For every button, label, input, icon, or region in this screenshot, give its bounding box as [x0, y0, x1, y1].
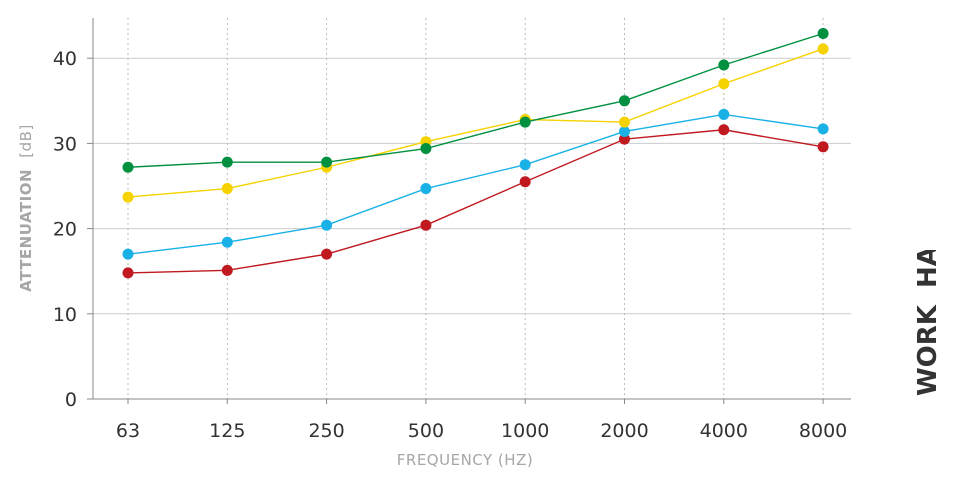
data-point	[619, 133, 630, 145]
data-point	[221, 183, 233, 195]
x-tick-label: 500	[408, 420, 444, 442]
data-point	[718, 108, 730, 120]
data-point	[619, 95, 630, 107]
x-tick-label: 8000	[799, 420, 847, 442]
data-point	[321, 248, 333, 260]
series-3	[122, 108, 829, 260]
grid	[93, 18, 851, 399]
data-point	[122, 191, 134, 203]
x-tick-label: 4000	[700, 420, 748, 442]
y-tick-label: 40	[53, 48, 77, 70]
data-point	[122, 161, 134, 173]
y-tick-label: 10	[53, 304, 77, 326]
data-point	[519, 116, 531, 128]
x-tick-label: 63	[116, 420, 140, 442]
data-point	[420, 219, 432, 231]
x-ticks: 63 125 250 500 1000 2000 4000 8000	[116, 399, 847, 442]
y-axis-title: ATTENUATION [dB]	[17, 124, 35, 292]
series-4	[122, 124, 829, 279]
data-point	[817, 141, 829, 153]
x-tick-label: 125	[209, 420, 245, 442]
data-point	[420, 143, 432, 155]
data-point	[221, 156, 233, 168]
y-ticks: 0 10 20 30 40	[53, 48, 93, 411]
x-tick-label: 250	[308, 420, 344, 442]
data-point	[817, 123, 829, 135]
series-group	[122, 27, 829, 279]
data-point	[519, 159, 531, 171]
series-line	[127, 48, 824, 198]
data-point	[718, 78, 730, 90]
data-point	[619, 125, 630, 137]
series-line	[127, 113, 824, 255]
y-axis-title-main: ATTENUATION	[17, 169, 35, 292]
data-point	[519, 176, 531, 188]
data-point	[122, 267, 134, 279]
data-point	[321, 156, 333, 168]
brand-logo: WORK HARD	[913, 250, 943, 396]
data-point	[221, 264, 233, 276]
y-tick-label: 30	[53, 133, 77, 155]
brand-word-2: HARD	[913, 250, 943, 288]
y-tick-label: 0	[65, 389, 77, 411]
y-axis-title-unit: [dB]	[17, 124, 35, 158]
data-point	[221, 236, 233, 248]
x-tick-label: 1000	[501, 420, 549, 442]
axes	[92, 18, 851, 400]
brand-logo-text: WORK HARD	[913, 250, 943, 396]
data-point	[420, 183, 432, 195]
data-point	[817, 43, 829, 55]
data-point	[619, 116, 630, 128]
data-point	[718, 124, 730, 136]
data-point	[817, 27, 829, 39]
data-point	[718, 59, 730, 71]
data-point	[122, 248, 134, 260]
series-line	[127, 32, 824, 168]
series-line	[127, 129, 824, 274]
series-1	[122, 27, 829, 173]
x-tick-label: 2000	[600, 420, 648, 442]
data-point	[321, 219, 333, 231]
y-tick-label: 20	[53, 219, 77, 241]
brand-word-1: WORK	[913, 304, 943, 396]
x-axis-title: FREQUENCY (HZ)	[397, 451, 533, 469]
